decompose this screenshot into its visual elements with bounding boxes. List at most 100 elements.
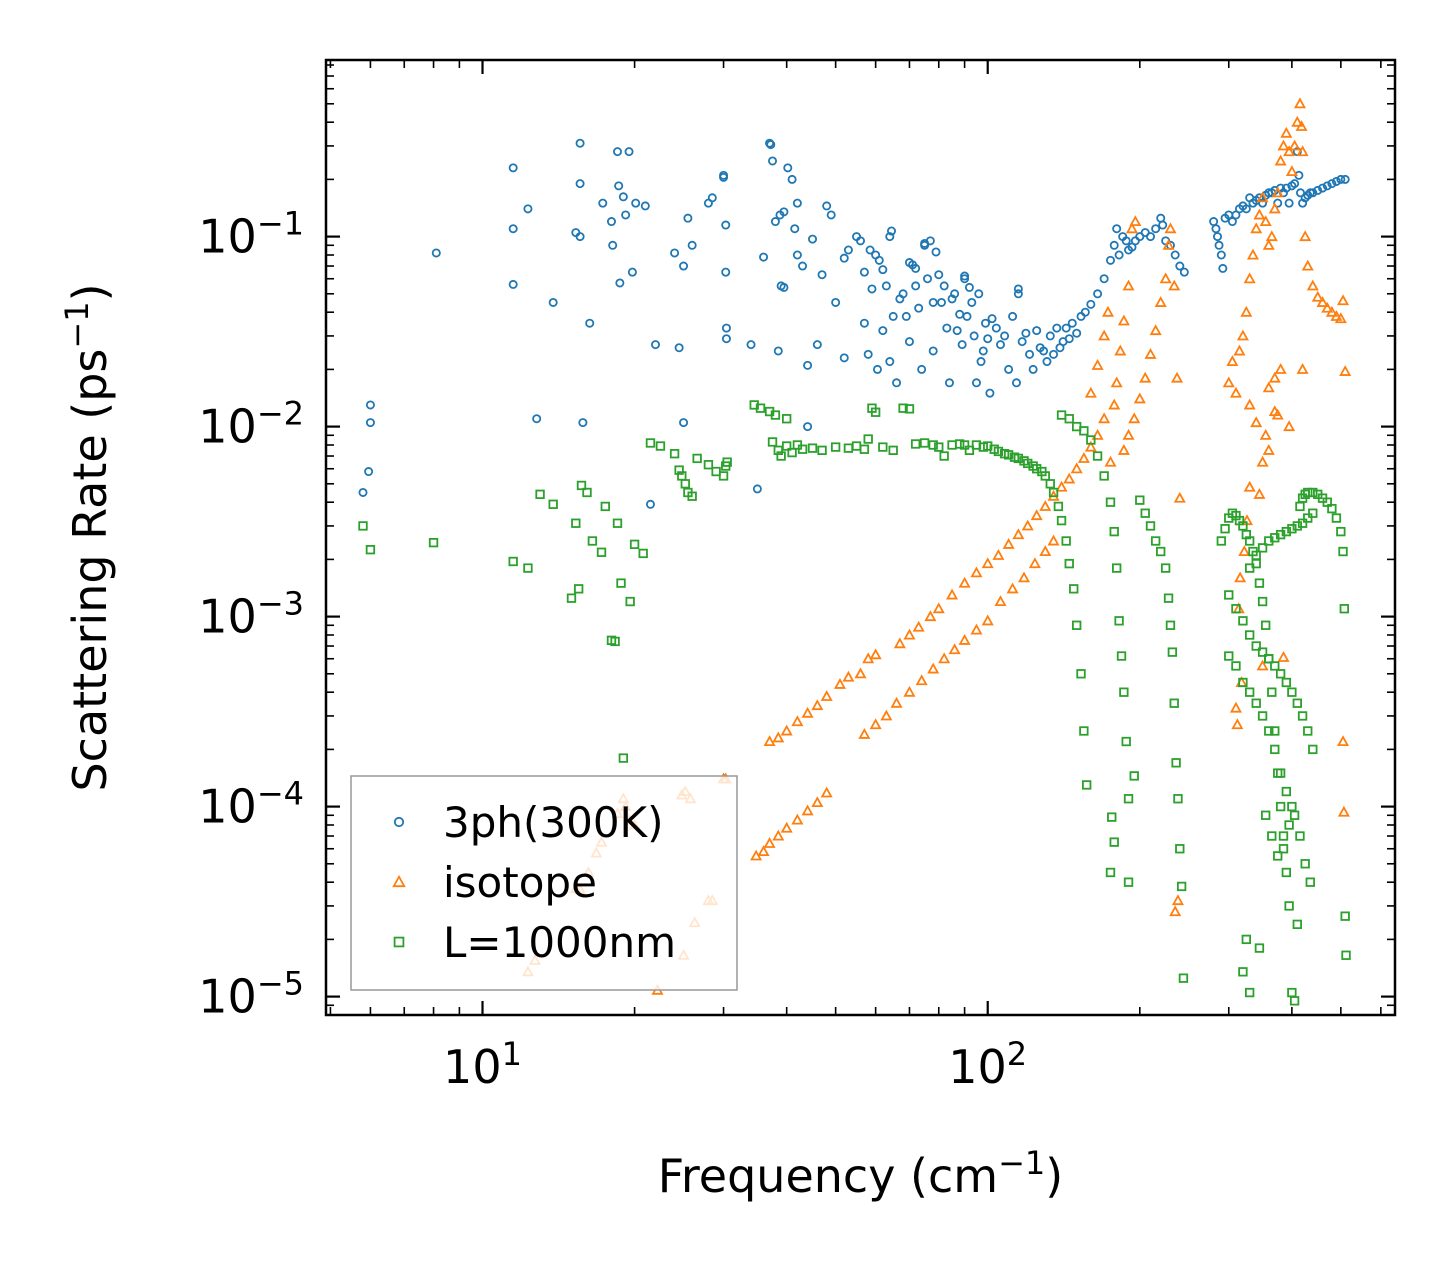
series-2-point	[508, 556, 518, 567]
series-2-point	[1145, 521, 1156, 531]
series-1-point	[1231, 718, 1244, 730]
series-2-point	[1303, 487, 1313, 498]
series-1-point	[1238, 545, 1251, 557]
series-1-point	[1259, 215, 1272, 227]
series-0-point	[1064, 334, 1074, 344]
series-2-point	[1140, 508, 1150, 518]
series-1-point	[1055, 480, 1068, 492]
series-0-point	[944, 378, 954, 388]
series-1-point	[1063, 472, 1076, 484]
series-1-point	[1256, 455, 1269, 467]
series-1-point	[938, 652, 951, 664]
series-1-point	[1277, 139, 1290, 151]
series-0-point	[631, 198, 641, 208]
series-1-point	[1291, 115, 1304, 127]
series-1-point	[903, 628, 916, 640]
series-2-point	[1327, 503, 1337, 514]
series-0-point	[578, 418, 588, 428]
series-2-point	[1257, 711, 1268, 721]
series-0-point	[1241, 204, 1251, 214]
series-0-point	[721, 334, 731, 344]
series-0-point	[960, 271, 970, 281]
series-2-point	[1257, 596, 1268, 607]
series-2-point	[781, 441, 792, 451]
series-0-point	[987, 314, 997, 324]
series-0-point	[1039, 346, 1049, 356]
series-1-point	[1149, 324, 1162, 336]
y-tick-label: 10−4	[198, 775, 304, 834]
series-1-point	[811, 699, 824, 711]
series-1-point	[1268, 405, 1281, 417]
series-2-point	[1231, 604, 1241, 614]
series-2-point	[1308, 508, 1318, 518]
series-0-point	[575, 138, 585, 148]
series-0-point	[878, 326, 888, 336]
series-0-point	[1300, 193, 1310, 203]
series-2-point	[1308, 487, 1318, 498]
series-2-point	[910, 439, 921, 449]
series-2-point	[1116, 651, 1127, 661]
series-1-point	[1164, 222, 1177, 234]
series-2-point	[1079, 426, 1089, 436]
series-1-point	[1339, 365, 1352, 376]
series-0-point	[928, 297, 938, 307]
series-2-point	[1305, 877, 1315, 887]
series-2-point	[1092, 451, 1103, 461]
series-2-point	[1284, 820, 1294, 830]
series-1-point	[932, 602, 945, 614]
series-2-point	[1251, 550, 1261, 561]
series-0-point	[364, 467, 374, 477]
series-0-point	[1080, 307, 1090, 317]
series-2-point	[1013, 453, 1024, 464]
series-2-point	[928, 440, 938, 450]
series-2-point	[582, 487, 592, 498]
series-2-point	[629, 539, 640, 550]
legend-label: L=1000nm	[443, 918, 676, 967]
series-1-point	[1301, 259, 1314, 271]
series-2-point	[1220, 524, 1230, 534]
series-1-point	[1039, 545, 1052, 557]
series-2-point	[1224, 590, 1234, 600]
series-1-point	[1262, 381, 1275, 393]
series-0-point	[683, 213, 693, 223]
series-0-point	[752, 484, 762, 494]
series-0-point	[365, 418, 375, 428]
series-0-point	[1327, 179, 1337, 189]
series-0-point	[508, 163, 518, 173]
series-2-point	[1336, 526, 1346, 537]
x-tick-label: 102	[948, 1035, 1027, 1094]
series-2-point	[1241, 934, 1252, 945]
series-2-point	[1064, 414, 1074, 424]
series-1-point	[1114, 344, 1127, 356]
series-2-point	[1270, 744, 1280, 755]
series-2-point	[787, 447, 797, 458]
series-1-point	[1262, 238, 1275, 250]
series-2-point	[1040, 471, 1050, 481]
series-1-point	[833, 677, 847, 689]
series-1-point	[1259, 428, 1272, 440]
series-1-point	[869, 648, 882, 660]
series-1-point	[1285, 165, 1298, 177]
series-1-point	[1133, 392, 1146, 404]
series-0-point	[1114, 250, 1124, 260]
series-1-point	[1321, 301, 1334, 313]
series-1-point	[772, 829, 785, 841]
series-0-point	[1322, 181, 1332, 191]
series-2-point	[1281, 677, 1292, 688]
series-1-point	[981, 557, 994, 569]
series-2-point	[781, 414, 792, 424]
series-0-point	[765, 138, 775, 148]
series-0-point	[887, 226, 897, 236]
series-0-point	[431, 248, 441, 258]
legend-marker-square	[393, 936, 405, 948]
series-0-point	[614, 181, 624, 191]
series-2-point	[1238, 967, 1248, 977]
series-0-point	[779, 207, 789, 217]
series-0-point	[358, 487, 368, 497]
series-2-point	[1244, 563, 1255, 573]
series-2-point	[674, 465, 684, 475]
series-1-point	[1226, 355, 1239, 367]
series-0-point	[863, 349, 873, 359]
series-2-point	[523, 563, 533, 573]
x-tick-label: 101	[443, 1035, 522, 1094]
